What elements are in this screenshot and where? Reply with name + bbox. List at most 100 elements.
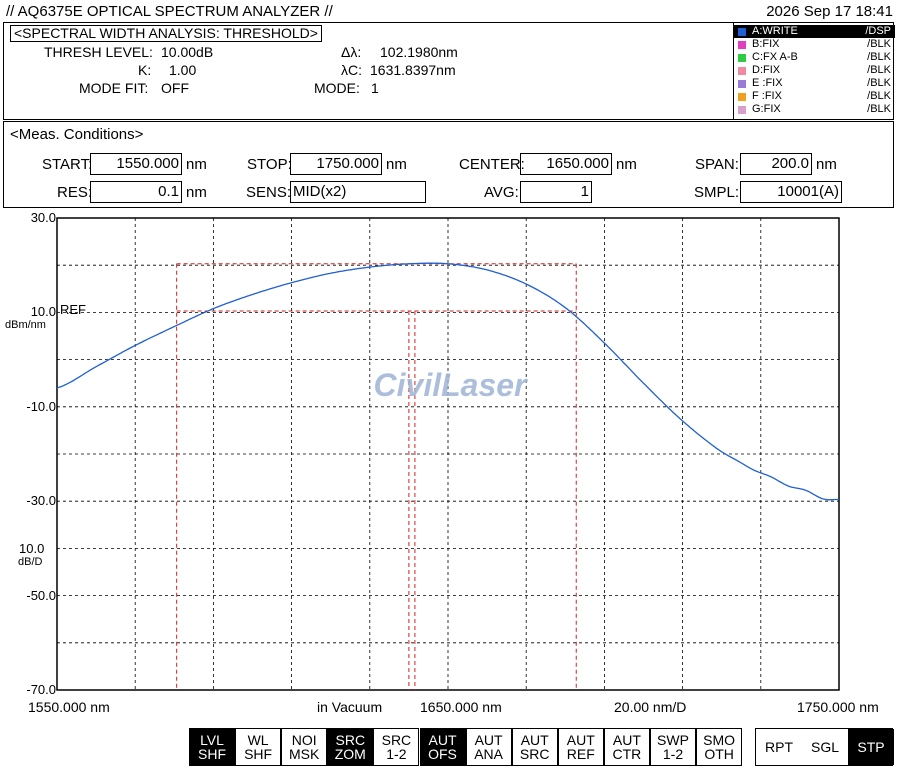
thresh-level-label: THRESH LEVEL: — [44, 44, 153, 60]
app-title: // AQ6375E OPTICAL SPECTRUM ANALYZER // — [6, 3, 333, 20]
softkey-lvl-shf[interactable]: LVL SHF — [189, 728, 235, 766]
avg-label: AVG: — [484, 184, 519, 201]
softkey-src-1-2[interactable]: SRC 1-2 — [373, 728, 420, 766]
scale-value: 10.0 — [19, 541, 45, 556]
y-tick-label: 30.0 — [30, 210, 56, 225]
trace-name: A:WRITE — [752, 25, 798, 37]
sens-field[interactable]: MID(x2) — [290, 181, 426, 203]
y-tick-label: -50.0 — [26, 587, 56, 603]
y-unit: dBm/nm — [5, 319, 46, 331]
softkey-src-zom[interactable]: SRC ZOM — [327, 728, 374, 766]
start-label: START: — [42, 156, 93, 173]
trace-legend-item[interactable]: C:FX A-B/BLK — [734, 51, 895, 64]
trace-legend: A:WRITE/DSP B:FIX/BLK C:FX A-B/BLK D:FIX/BL… — [733, 23, 895, 119]
k-value: 1.00 — [169, 62, 197, 78]
trace-name: C:FX A-B — [752, 51, 798, 63]
delta-lambda-label: Δλ: — [341, 44, 362, 60]
sweep-mode-stp-button[interactable]: STP — [848, 729, 894, 765]
sweep-mode-group: RPT SGL STP — [755, 728, 894, 766]
smpl-field[interactable]: 10001(A) — [740, 181, 842, 203]
softkey-aut-ref[interactable]: AUT REF — [557, 728, 604, 766]
trace-color-swatch — [738, 28, 746, 36]
y-tick-label: 10.0 — [30, 304, 56, 320]
span-field[interactable]: 200.0 — [740, 153, 812, 175]
trace-legend-item[interactable]: E :FIX/BLK — [734, 77, 895, 90]
trace-status: /BLK — [867, 38, 891, 50]
delta-lambda-value: 102.1980nm — [380, 44, 458, 60]
trace-name: F :FIX — [752, 90, 782, 102]
trace-status: /BLK — [867, 90, 891, 102]
mode-fit-label: MODE FIT: — [79, 80, 149, 96]
sens-label: SENS: — [246, 184, 292, 201]
mode-label: MODE: — [314, 80, 360, 96]
meas-title: <Meas. Conditions> — [10, 126, 144, 143]
stop-label: STOP: — [247, 156, 292, 173]
x-div-label: 20.00 nm/D — [614, 699, 687, 715]
trace-color-swatch — [738, 106, 746, 114]
trace-name: B:FIX — [752, 38, 780, 50]
span-unit: nm — [816, 156, 837, 173]
trace-color-swatch — [738, 67, 746, 75]
trace-legend-item[interactable]: A:WRITE/DSP — [734, 25, 895, 38]
k-label: K: — [138, 62, 152, 78]
res-field[interactable]: 0.1 — [90, 181, 182, 203]
sweep-mode-sgl-button[interactable]: SGL — [810, 739, 839, 755]
avg-field[interactable]: 1 — [520, 181, 592, 203]
stop-field[interactable]: 1750.000 — [290, 153, 382, 175]
spectrum-plot[interactable]: CivilLaser — [0, 210, 899, 725]
trace-legend-item[interactable]: B:FIX/BLK — [734, 38, 895, 51]
center-label: CENTER: — [459, 156, 525, 173]
trace-name: G:FIX — [752, 103, 781, 115]
softkey-wl-shf[interactable]: WL SHF — [235, 728, 282, 766]
trace-status: /DSP — [865, 25, 891, 37]
softkey-aut-src[interactable]: AUT SRC — [511, 728, 558, 766]
softkey-aut-ofs[interactable]: AUT OFS — [419, 728, 466, 766]
center-lambda-label: λC: — [341, 62, 362, 78]
softkey-noi-msk[interactable]: NOI MSK — [281, 728, 328, 766]
y-tick-label: -70.0 — [26, 682, 56, 697]
trace-legend-item[interactable]: F :FIX/BLK — [734, 90, 895, 103]
trace-status: /BLK — [867, 103, 891, 115]
start-field[interactable]: 1550.000 — [90, 153, 182, 175]
trace-status: /BLK — [867, 77, 891, 89]
stop-unit: nm — [386, 156, 407, 173]
analysis-panel: <SPECTRAL WIDTH ANALYSIS: THRESHOLD> THR… — [3, 22, 895, 120]
res-unit: nm — [186, 184, 207, 201]
softkey-smo-oth[interactable]: SMO OTH — [696, 728, 743, 766]
watermark: CivilLaser — [374, 367, 529, 403]
spectrum-chart: CivilLaser 30.0 10.0 -10.0 -30.0 -50.0 -70.0 … — [0, 210, 899, 725]
plot-grid — [57, 218, 839, 690]
scale-unit: dB/D — [18, 556, 43, 568]
analysis-title: <SPECTRAL WIDTH ANALYSIS: THRESHOLD> — [10, 25, 322, 42]
span-label: SPAN: — [695, 156, 739, 173]
x-medium-label: in Vacuum — [317, 699, 383, 715]
x-stop-label: 1750.000 nm — [797, 699, 879, 715]
mode-value: 1 — [371, 80, 379, 96]
softkey-swp-1-2[interactable]: SWP 1-2 — [650, 728, 696, 766]
smpl-label: SMPL: — [694, 184, 740, 201]
res-label: RES: — [57, 184, 93, 201]
trace-legend-item[interactable]: G:FIX/BLK — [734, 103, 895, 116]
sweep-mode-rpt-button[interactable]: RPT — [765, 739, 793, 755]
center-field[interactable]: 1650.000 — [520, 153, 612, 175]
center-unit: nm — [616, 156, 637, 173]
trace-color-swatch — [738, 80, 746, 88]
trace-color-swatch — [738, 41, 746, 49]
trace-status: /BLK — [867, 64, 891, 76]
trace-a — [56, 262, 840, 501]
ref-label: REF — [60, 302, 86, 317]
start-unit: nm — [186, 156, 207, 173]
softkey-aut-ctr[interactable]: AUT CTR — [603, 728, 650, 766]
trace-name: D:FIX — [752, 64, 781, 76]
y-tick-label: -10.0 — [26, 398, 56, 414]
thresh-level-value: 10.00dB — [161, 44, 214, 60]
mode-fit-value: OFF — [161, 80, 189, 96]
trace-name: E :FIX — [752, 77, 783, 89]
meas-conditions-panel: <Meas. Conditions> START: 1550.000 nm ST… — [3, 121, 894, 208]
trace-status: /BLK — [867, 51, 891, 63]
trace-color-swatch — [738, 54, 746, 62]
trace-legend-item[interactable]: D:FIX/BLK — [734, 64, 895, 77]
softkey-aut-ana[interactable]: AUT ANA — [465, 728, 512, 766]
center-lambda-value: 1631.8397nm — [370, 62, 456, 78]
x-start-label: 1550.000 nm — [28, 699, 110, 715]
